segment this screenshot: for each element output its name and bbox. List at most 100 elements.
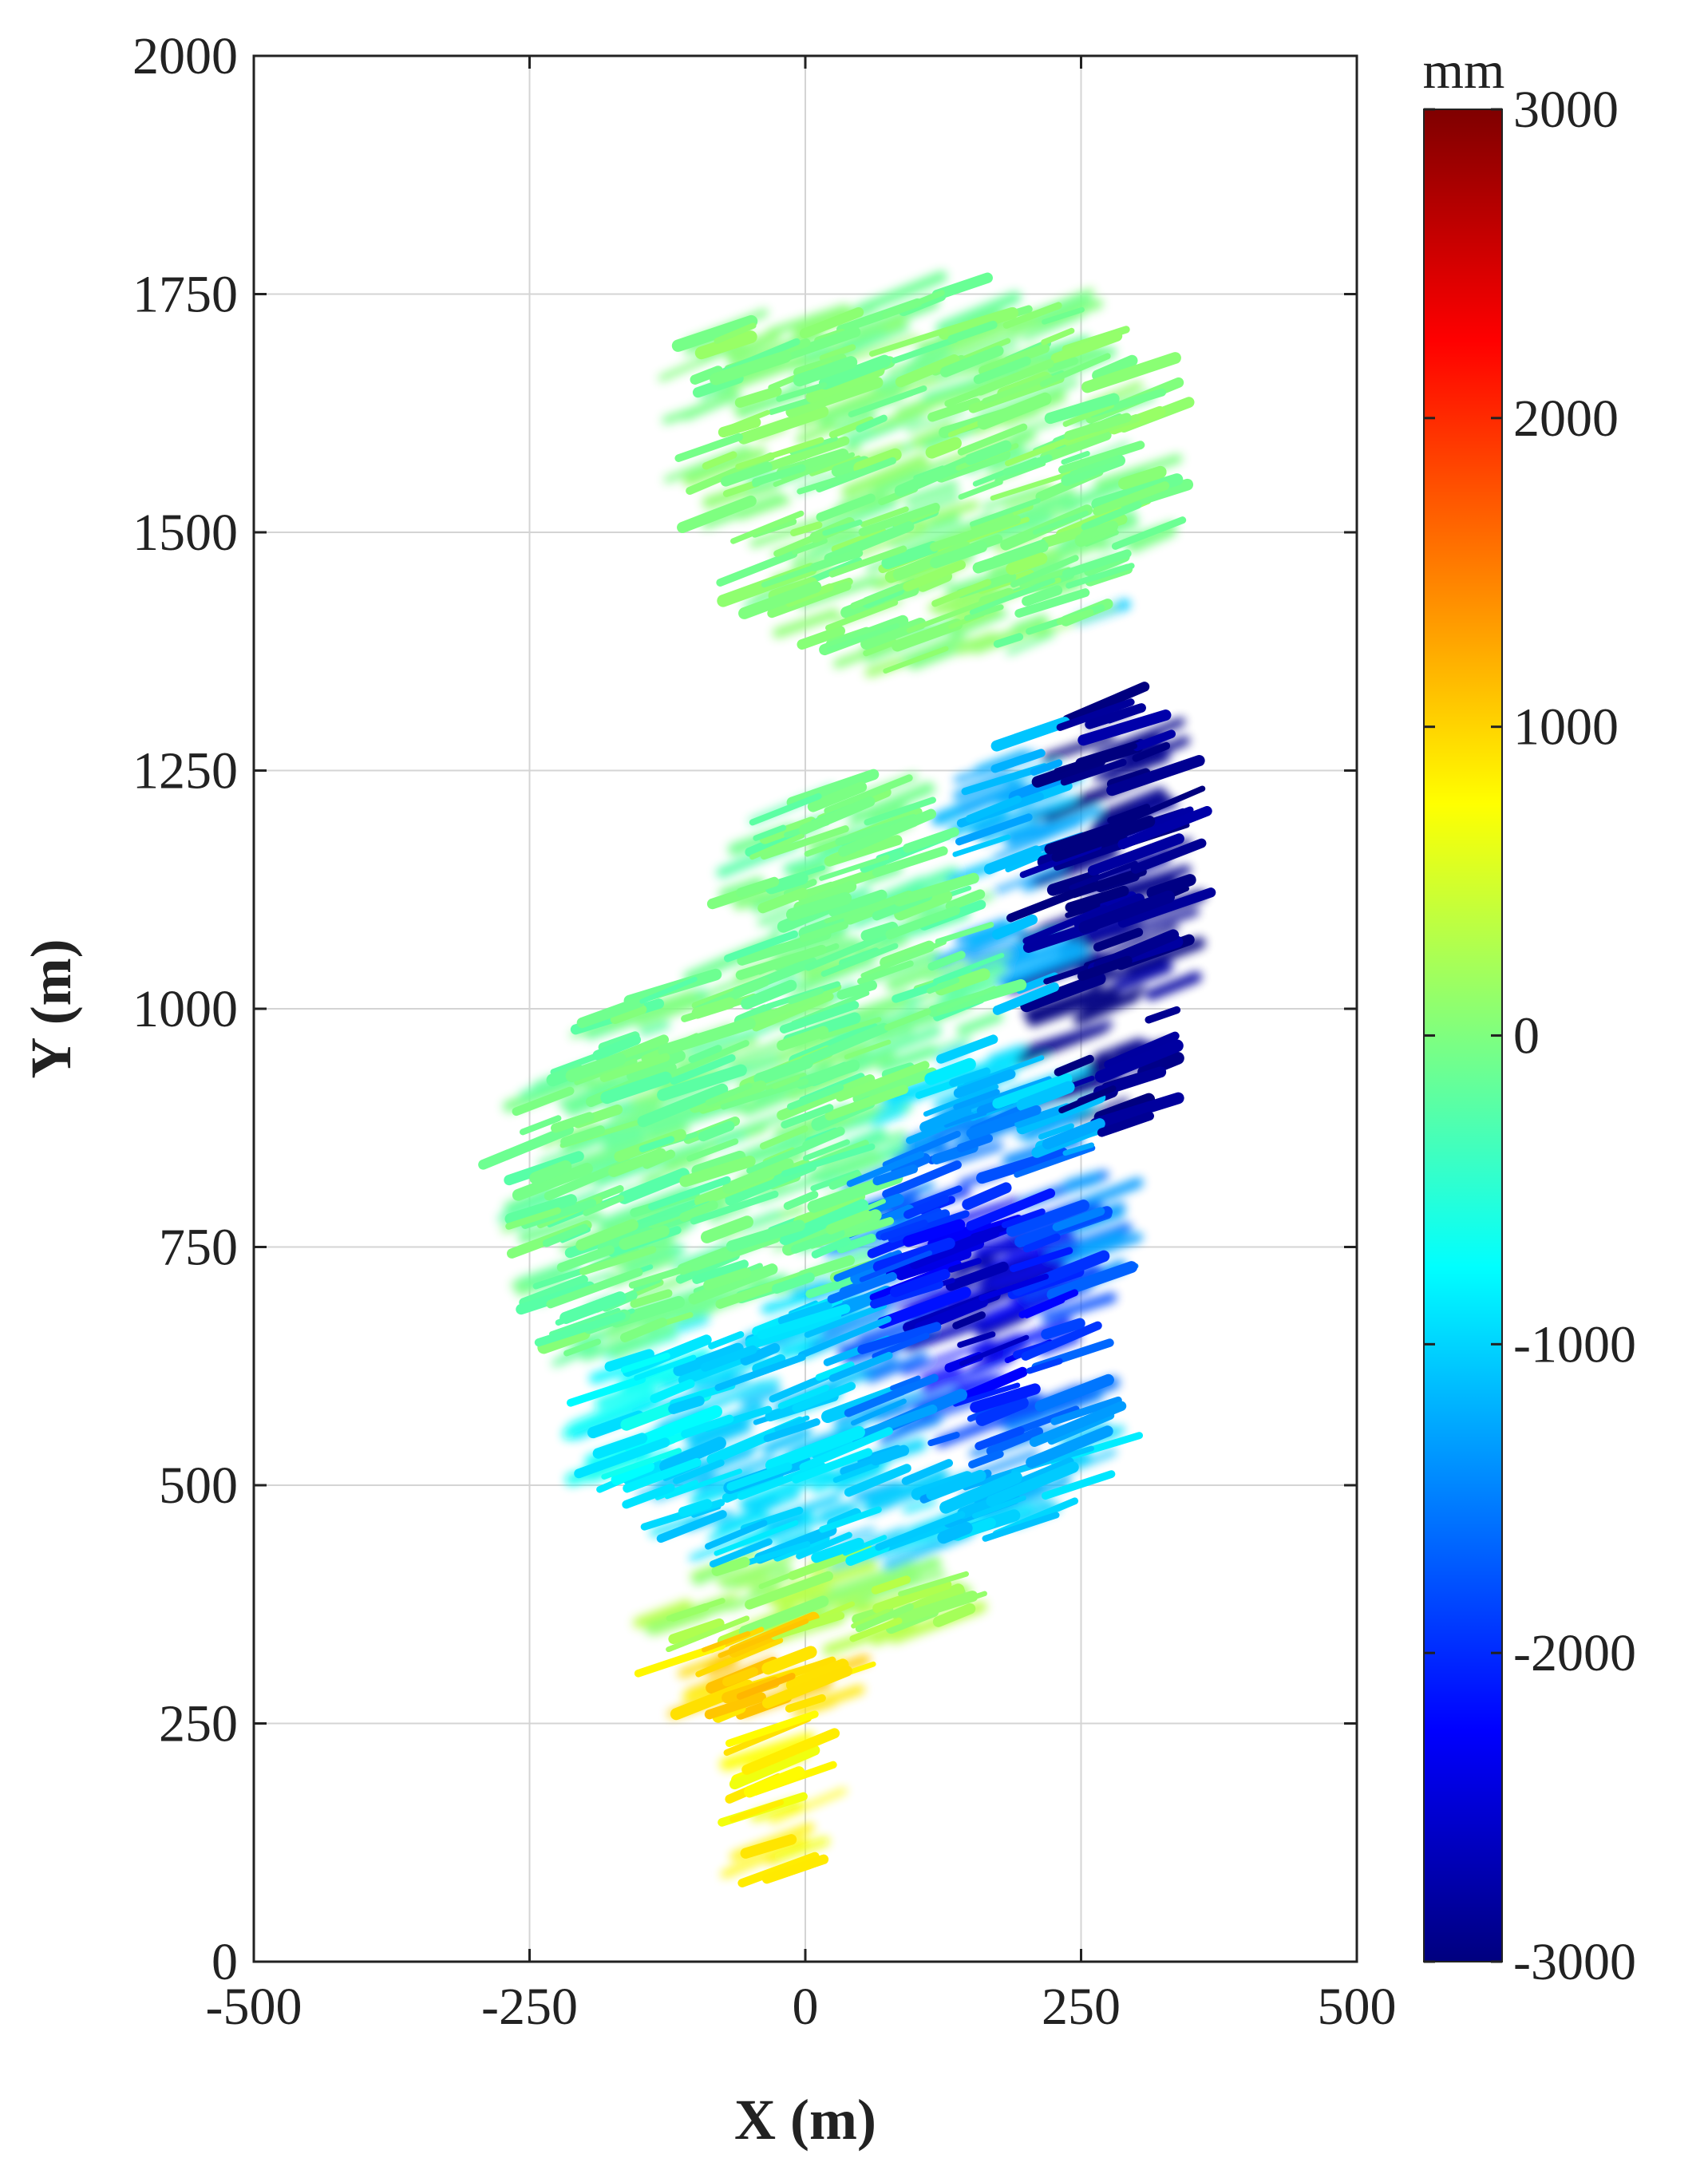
heatmap-streak: [1018, 1289, 1078, 1318]
heatmap-streak: [870, 1279, 944, 1309]
heatmap-streak: [1058, 441, 1145, 474]
heatmap-streak: [737, 1852, 820, 1887]
heatmap-streak: [783, 879, 817, 897]
heatmap-streak: [692, 373, 744, 398]
heatmap-streak: [692, 1259, 749, 1284]
heatmap-streak: [811, 1237, 852, 1259]
heatmap-streak: [919, 1105, 972, 1133]
heatmap-streak: [1046, 1261, 1138, 1301]
heatmap-streak: [975, 1426, 1025, 1451]
heatmap-streak: [935, 922, 994, 945]
heatmap-streak: [1047, 357, 1079, 373]
heatmap-streak: [702, 451, 737, 470]
heatmap-streak: [924, 867, 959, 887]
heatmap-streak: [864, 1356, 899, 1373]
heatmap-streak: [1077, 955, 1133, 981]
heatmap-streak: [722, 1562, 791, 1590]
heatmap-streak: [955, 813, 1033, 846]
heatmap-streak: [786, 891, 852, 921]
heatmap-streak: [852, 1480, 902, 1502]
heatmap-streak: [745, 483, 778, 498]
heatmap-streak: [761, 1665, 852, 1709]
heatmap-streak: [623, 1243, 685, 1275]
heatmap-streak: [778, 1199, 869, 1246]
heatmap-streak: [903, 1195, 950, 1219]
heatmap-streak: [964, 604, 1004, 622]
heatmap-streak: [777, 1301, 832, 1326]
heatmap-streak: [1044, 393, 1120, 425]
heatmap-streak: [787, 957, 876, 999]
heatmap-streak: [1130, 838, 1207, 874]
heatmap-streak: [858, 1570, 946, 1603]
heatmap-streak: [534, 1311, 626, 1347]
heatmap-streak: [1014, 588, 1090, 618]
heatmap-streak: [996, 945, 1088, 987]
heatmap-streak: [903, 1219, 966, 1247]
heatmap-streak: [1042, 1292, 1117, 1323]
colorbar-tick-label: 3000: [1513, 81, 1619, 139]
heatmap-streak: [529, 1160, 572, 1185]
heatmap-streak: [812, 1439, 853, 1460]
heatmap-streak: [567, 1389, 658, 1434]
heatmap-streak: [808, 1148, 880, 1180]
heatmap-streak: [975, 1397, 1029, 1426]
heatmap-streak: [936, 1034, 998, 1064]
heatmap-streak: [594, 1160, 653, 1188]
heatmap-streak: [892, 336, 959, 364]
heatmap-streak: [542, 1223, 589, 1247]
heatmap-streak: [979, 820, 1038, 844]
heatmap-streak: [828, 1351, 893, 1382]
heatmap-streak: [1111, 516, 1187, 550]
heatmap-streak: [773, 452, 856, 487]
heatmap-streak: [1066, 563, 1135, 589]
heatmap-streak: [1005, 821, 1051, 844]
heatmap-streak: [741, 979, 797, 1010]
heatmap-streak: [785, 1658, 849, 1691]
heatmap-streak: [757, 1304, 851, 1340]
heatmap-streak: [620, 1318, 667, 1342]
heatmap-streak: [741, 1091, 788, 1117]
heatmap-streak: [953, 1089, 1000, 1110]
heatmap-streak: [1034, 1373, 1114, 1412]
heatmap-streak: [537, 1126, 628, 1168]
heatmap-streak: [797, 864, 890, 903]
heatmap-streak: [565, 1053, 627, 1082]
heatmap-streak: [962, 1182, 1012, 1211]
heatmap-streak: [721, 1837, 809, 1878]
heatmap-streak: [798, 1685, 865, 1713]
x-tick-label: -500: [206, 1978, 302, 2036]
heatmap-streak: [1126, 524, 1177, 553]
heatmap-streak: [560, 1125, 605, 1147]
heatmap-streak: [1060, 758, 1127, 786]
heatmap-streak: [504, 1151, 584, 1186]
heatmap-streak: [715, 1491, 801, 1532]
heatmap-streak: [1021, 1110, 1079, 1142]
heatmap-streak: [799, 1427, 893, 1472]
heatmap-streak: [738, 1595, 829, 1638]
heatmap-streak: [851, 1398, 907, 1426]
heatmap-streak: [857, 1322, 942, 1354]
heatmap-streak: [793, 1196, 860, 1227]
heatmap-streak: [1065, 885, 1129, 913]
heatmap-streak: [674, 433, 743, 462]
heatmap-streak: [1117, 806, 1212, 850]
heatmap-streak: [690, 366, 723, 385]
heatmap-streak: [880, 1219, 928, 1241]
heatmap-streak: [895, 1591, 979, 1625]
heatmap-streak: [836, 1061, 930, 1102]
heatmap-streak: [752, 1354, 786, 1374]
heatmap-streak: [825, 1210, 872, 1235]
heatmap-streak: [631, 1446, 670, 1464]
heatmap-streak: [930, 541, 988, 569]
heatmap-streak: [966, 1188, 1056, 1231]
heatmap-streak: [988, 1045, 1025, 1063]
heatmap-streak: [990, 717, 1070, 752]
heatmap-streak: [872, 846, 948, 877]
heatmap-streak: [926, 1469, 986, 1500]
heatmap-streak: [563, 1338, 602, 1357]
heatmap-streak: [994, 863, 1066, 894]
heatmap-streak: [774, 1415, 810, 1433]
heatmap-streak: [797, 465, 876, 495]
heatmap-streak: [1020, 972, 1106, 1013]
heatmap-streak: [1061, 450, 1090, 465]
